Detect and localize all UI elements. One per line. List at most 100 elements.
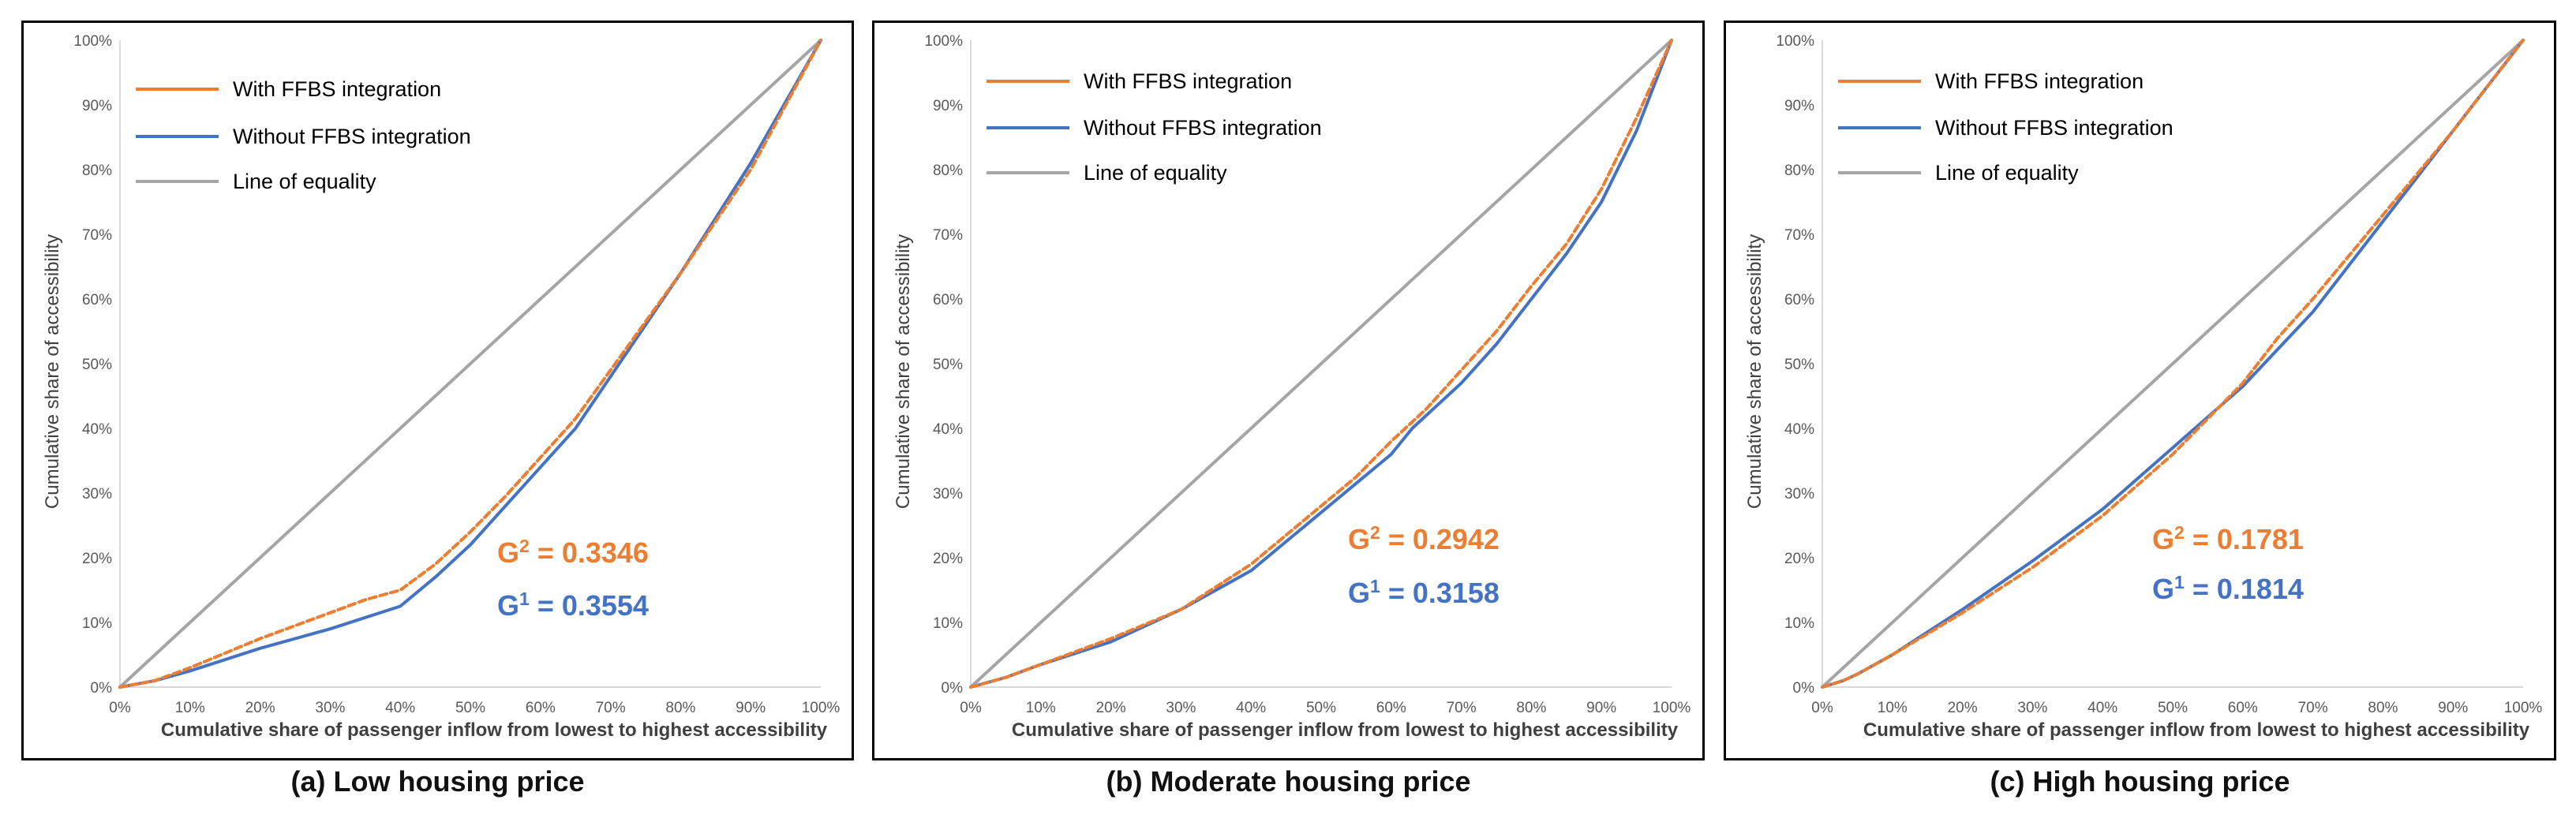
x-tick-label: 40% — [1236, 700, 1266, 716]
x-tick-label: 70% — [1447, 700, 1477, 716]
y-tick-label: 100% — [1776, 33, 1814, 50]
y-axis-title: Cumulative share of accessibility — [1744, 234, 1765, 509]
y-tick-label: 50% — [1784, 357, 1814, 373]
gini-g1-annotation: G1 = 0.1814 — [2152, 572, 2304, 605]
gini-g2-annotation: G2 = 0.1781 — [2152, 522, 2304, 555]
gini-g2-letter: G — [497, 536, 519, 569]
equality-line — [118, 39, 822, 689]
gini-g1-value: = 0.1814 — [2185, 573, 2304, 605]
y-tick-label: 70% — [933, 227, 963, 244]
x-tick-label: 10% — [1878, 700, 1908, 716]
y-tick-label: 30% — [82, 486, 112, 503]
without-ffbs-line — [969, 39, 1673, 689]
y-tick-label: 70% — [82, 227, 112, 244]
x-tick-label: 50% — [2158, 700, 2188, 716]
gini-g2-superscript: 2 — [2174, 522, 2185, 543]
y-tick-label: 0% — [942, 680, 964, 697]
equality-line — [1821, 39, 2525, 689]
x-tick-label: 90% — [2438, 700, 2468, 716]
chart-svg-a: 0% 10% 20% 30% 40% 50% 60% 70% 80% 90% 100% 0% 10% 20… — [42, 33, 840, 741]
y-tick-label: 0% — [1793, 680, 1815, 697]
y-tick-label: 50% — [82, 357, 112, 373]
x-tick-label: 90% — [736, 700, 766, 716]
gini-g2-letter: G — [2152, 523, 2174, 555]
y-tick-label: 90% — [1784, 98, 1814, 114]
y-tick-label: 100% — [73, 33, 112, 50]
legend-equality-label: Line of equality — [1084, 161, 1227, 185]
y-tick-label: 20% — [1784, 551, 1814, 567]
y-tick-label: 50% — [933, 357, 963, 373]
x-tick-label: 70% — [2298, 700, 2328, 716]
gini-g1-value: = 0.3158 — [1380, 577, 1500, 609]
equality-line — [969, 39, 1673, 689]
y-tick-label: 20% — [82, 551, 112, 567]
gini-g1-value: = 0.3554 — [530, 589, 649, 622]
y-tick-label: 60% — [82, 292, 112, 308]
y-tick-label: 80% — [82, 163, 112, 179]
chart-svg-c: 0% 10% 20% 30% 40% 50% 60% 70% 80% 90% 100% 0% 10% 20… — [1744, 33, 2543, 741]
x-tick-label: 50% — [1306, 700, 1336, 716]
x-tick-label: 90% — [1586, 700, 1616, 716]
legend-with-ffbs-label: With FFBS integration — [233, 77, 441, 101]
x-tick-label: 10% — [175, 700, 205, 716]
y-tick-label: 80% — [1784, 163, 1814, 179]
y-tick-label: 90% — [82, 98, 112, 114]
x-tick-label: 20% — [245, 700, 275, 716]
x-tick-label: 80% — [1516, 700, 1546, 716]
x-tick-label: 0% — [960, 700, 982, 716]
x-tick-label: 0% — [109, 700, 131, 716]
chart-panel-b: 0% 10% 20% 30% 40% 50% 60% 70% 80% 90% 100% 0% 10% 20… — [872, 21, 1705, 760]
gini-g2-letter: G — [1348, 523, 1370, 555]
gini-g2-superscript: 2 — [519, 536, 530, 556]
legend-equality-label: Line of equality — [233, 170, 376, 193]
x-tick-label: 40% — [2087, 700, 2117, 716]
y-tick-label: 0% — [91, 680, 113, 697]
y-tick-label: 100% — [924, 33, 963, 50]
x-tick-label: 10% — [1026, 700, 1056, 716]
gini-g1-superscript: 1 — [1370, 576, 1380, 596]
gini-g1-letter: G — [2152, 573, 2174, 605]
x-tick-label: 60% — [2228, 700, 2258, 716]
gini-g1-superscript: 1 — [519, 588, 530, 609]
gini-g1-annotation: G1 = 0.3554 — [497, 588, 649, 622]
with-ffbs-line — [118, 39, 822, 689]
with-ffbs-line — [1821, 39, 2525, 689]
legend-without-ffbs-label: Without FFBS integration — [1935, 116, 2174, 140]
x-tick-label: 100% — [1653, 700, 1691, 716]
x-tick-label: 30% — [315, 700, 345, 716]
caption-b: (b) Moderate housing price — [1106, 765, 1471, 798]
y-tick-label: 40% — [933, 421, 963, 438]
legend-equality-label: Line of equality — [1935, 161, 2079, 185]
y-tick-label: 10% — [82, 615, 112, 632]
chart-panel-a: 0% 10% 20% 30% 40% 50% 60% 70% 80% 90% 100% 0% 10% 20… — [21, 21, 854, 760]
gini-g2-annotation: G2 = 0.3346 — [497, 536, 649, 569]
x-tick-label: 100% — [2504, 700, 2543, 716]
legend-without-ffbs-label: Without FFBS integration — [233, 125, 471, 148]
x-tick-label: 20% — [1096, 700, 1126, 716]
x-tick-label: 20% — [1948, 700, 1978, 716]
y-axis-title: Cumulative share of accessibility — [893, 234, 914, 509]
x-tick-label: 80% — [2368, 700, 2398, 716]
y-tick-label: 10% — [1784, 615, 1814, 632]
with-ffbs-line — [969, 39, 1673, 689]
y-tick-label: 10% — [933, 615, 963, 632]
x-tick-label: 30% — [1166, 700, 1196, 716]
x-tick-label: 80% — [665, 700, 695, 716]
y-tick-label: 40% — [82, 421, 112, 438]
x-axis-title: Cumulative share of passenger inflow fro… — [1012, 719, 1679, 741]
y-tick-label: 90% — [933, 98, 963, 114]
x-tick-label: 60% — [1376, 700, 1406, 716]
gini-g2-value: = 0.1781 — [2185, 523, 2304, 555]
gini-g1-annotation: G1 = 0.3158 — [1348, 576, 1500, 609]
chart-svg-b: 0% 10% 20% 30% 40% 50% 60% 70% 80% 90% 100% 0% 10% 20… — [893, 33, 1691, 741]
y-tick-label: 70% — [1784, 227, 1814, 244]
gini-g2-value: = 0.3346 — [530, 536, 649, 569]
x-tick-label: 50% — [455, 700, 485, 716]
chart-panel-c: 0% 10% 20% 30% 40% 50% 60% 70% 80% 90% 100% 0% 10% 20… — [1724, 21, 2556, 760]
y-tick-label: 30% — [1784, 486, 1814, 503]
gini-g1-superscript: 1 — [2174, 572, 2185, 592]
caption-c: (c) High housing price — [1990, 765, 2290, 798]
y-tick-label: 20% — [933, 551, 963, 567]
y-tick-label: 40% — [1784, 421, 1814, 438]
y-tick-label: 60% — [1784, 292, 1814, 308]
